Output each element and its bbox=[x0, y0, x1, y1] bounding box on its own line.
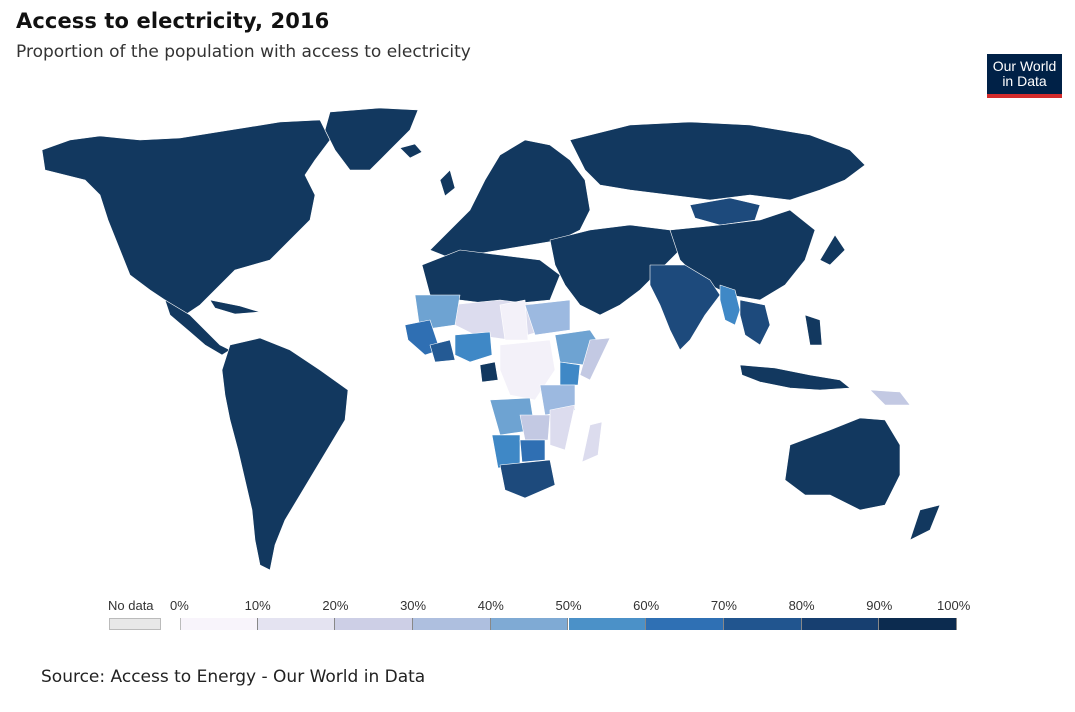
legend-tick-label: 30% bbox=[400, 598, 427, 613]
legend-swatch[interactable] bbox=[723, 618, 802, 630]
region-uk[interactable] bbox=[439, 169, 456, 197]
region-niger[interactable] bbox=[499, 299, 529, 341]
legend-swatch[interactable] bbox=[879, 618, 957, 630]
region-south-america[interactable] bbox=[221, 337, 349, 571]
source-note: Source: Access to Energy - Our World in … bbox=[41, 667, 426, 687]
region-mozambique[interactable] bbox=[549, 404, 576, 451]
legend-no-data-label: No data bbox=[108, 598, 154, 613]
region-japan[interactable] bbox=[819, 234, 846, 266]
region-myanmar[interactable] bbox=[719, 284, 741, 326]
region-somalia[interactable] bbox=[579, 337, 611, 381]
legend-tick-label: 10% bbox=[244, 598, 271, 613]
logo-line-2: in Data bbox=[1002, 73, 1047, 89]
region-namibia[interactable] bbox=[491, 434, 521, 469]
region-gabon[interactable] bbox=[479, 361, 499, 383]
region-mongolia[interactable] bbox=[689, 197, 761, 226]
region-kenya[interactable] bbox=[559, 361, 581, 386]
legend-swatch[interactable] bbox=[335, 618, 414, 630]
region-southeast-asia[interactable] bbox=[739, 299, 771, 346]
region-north-america[interactable] bbox=[41, 119, 331, 316]
region-new-zealand[interactable] bbox=[909, 504, 941, 541]
legend-tick-label: 0% bbox=[170, 598, 189, 613]
legend-tick-label: 70% bbox=[710, 598, 737, 613]
region-indonesia[interactable] bbox=[739, 364, 851, 391]
region-europe[interactable] bbox=[429, 139, 591, 259]
region-greenland[interactable] bbox=[324, 107, 419, 171]
legend-tick-label: 90% bbox=[866, 598, 893, 613]
logo-line-1: Our World bbox=[992, 58, 1057, 74]
legend-swatch[interactable] bbox=[568, 618, 647, 630]
region-middle-east[interactable] bbox=[549, 224, 681, 316]
region-caribbean[interactable] bbox=[209, 299, 261, 315]
legend-swatch[interactable] bbox=[257, 618, 336, 630]
owid-logo[interactable]: Our World in Data bbox=[987, 54, 1062, 98]
region-zambia[interactable] bbox=[519, 414, 551, 441]
legend-tick-label: 50% bbox=[555, 598, 582, 613]
region-india[interactable] bbox=[649, 264, 721, 351]
region-russia[interactable] bbox=[569, 121, 866, 201]
legend-tick-label: 100% bbox=[937, 598, 971, 613]
region-philippines[interactable] bbox=[804, 314, 823, 346]
region-australia[interactable] bbox=[784, 417, 901, 511]
legend-swatch[interactable] bbox=[180, 618, 258, 630]
legend-tick-label: 40% bbox=[477, 598, 504, 613]
logo-underline bbox=[987, 94, 1062, 98]
chart-subtitle: Proportion of the population with access… bbox=[16, 42, 471, 62]
region-ghana[interactable] bbox=[429, 339, 456, 363]
legend-tick-label: 20% bbox=[322, 598, 349, 613]
legend-swatch[interactable] bbox=[490, 618, 569, 630]
legend-tick-label: 60% bbox=[633, 598, 660, 613]
region-botswana[interactable] bbox=[519, 439, 546, 463]
world-map bbox=[41, 107, 941, 571]
color-legend: No data 0% 10% 20% 30% 40% 50% 60% 70% 80% 90% 100… bbox=[105, 598, 1005, 638]
region-madagascar[interactable] bbox=[581, 421, 603, 463]
legend-swatch[interactable] bbox=[646, 618, 724, 630]
legend-swatch[interactable] bbox=[413, 618, 491, 630]
legend-tick-label: 80% bbox=[788, 598, 815, 613]
legend-no-data-swatch bbox=[109, 618, 161, 630]
legend-swatch[interactable] bbox=[801, 618, 880, 630]
region-south-africa[interactable] bbox=[499, 459, 556, 499]
region-iceland[interactable] bbox=[399, 143, 423, 159]
region-central-america[interactable] bbox=[164, 299, 231, 356]
region-nigeria[interactable] bbox=[454, 331, 493, 363]
region-papua-new-guinea[interactable] bbox=[869, 389, 911, 406]
chart-title: Access to electricity, 2016 bbox=[16, 9, 330, 33]
region-sudan[interactable] bbox=[524, 299, 571, 336]
